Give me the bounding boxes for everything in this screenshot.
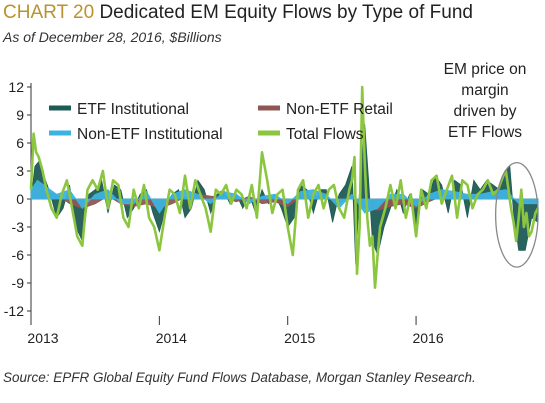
x-tick-label: 2015: [284, 330, 315, 346]
y-tick-label: 0: [16, 191, 24, 207]
y-tick-label: -9: [12, 275, 25, 291]
annotation-line: EM price on: [444, 61, 527, 78]
annotation-line: driven by: [454, 103, 517, 120]
chart-number: CHART 20: [3, 2, 95, 23]
chart-title: CHART 20 Dedicated EM Equity Flows by Ty…: [3, 2, 473, 24]
series-non-etf-institutional: [30, 179, 539, 214]
y-tick-label: 12: [8, 79, 24, 95]
annotation: EM price on margin driven by ETF Flows: [444, 61, 539, 268]
chart-subtitle: As of December 28, 2016, $Billions: [3, 29, 222, 45]
y-tick-label: -12: [4, 303, 24, 319]
annotation-line: margin: [461, 82, 508, 99]
y-tick-label: 9: [16, 107, 24, 123]
series-layer: [29, 85, 540, 290]
source-note: Source: EPFR Global Equity Fund Flows Da…: [3, 370, 476, 385]
chart-title-text: Dedicated EM Equity Flows by Type of Fun…: [99, 2, 473, 23]
legend-label-total-flows: Total Flows: [286, 126, 364, 143]
y-tick-label: 6: [16, 135, 24, 151]
x-tick-label: 2013: [27, 330, 58, 346]
annotation-line: ETF Flows: [448, 124, 522, 141]
y-tick-label: -6: [12, 247, 25, 263]
annotation-ellipse: [494, 161, 539, 268]
x-tick-label: 2014: [156, 330, 187, 346]
legend-label-non-etf-institutional: Non-ETF Institutional: [77, 126, 223, 143]
y-tick-label: 3: [16, 163, 24, 179]
x-tick-label: 2016: [412, 330, 443, 346]
legend-label-non-etf-retail: Non-ETF Retail: [286, 101, 393, 118]
legend: ETF Institutional Non-ETF Retail Non-ETF I…: [49, 101, 393, 143]
legend-label-etf-institutional: ETF Institutional: [77, 101, 189, 118]
series-total-flows: [29, 85, 540, 290]
y-tick-label: -3: [12, 219, 25, 235]
